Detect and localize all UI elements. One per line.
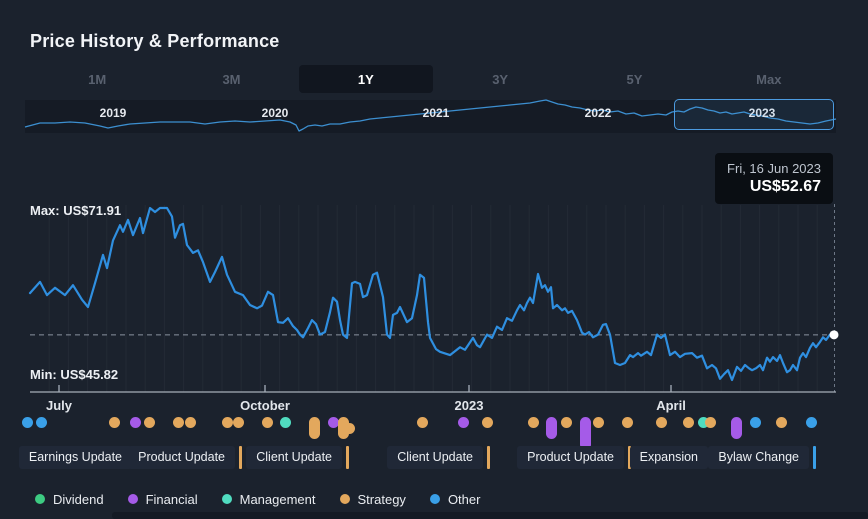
event-dot-strategy[interactable] xyxy=(655,417,667,428)
tab-max[interactable]: Max xyxy=(756,71,782,87)
event-dot-strategy[interactable] xyxy=(232,417,244,428)
horizontal-scrollbar[interactable] xyxy=(112,512,868,519)
price-tooltip: Fri, 16 Jun 2023 US$52.67 xyxy=(715,153,833,204)
tab-3y[interactable]: 3Y xyxy=(492,71,509,87)
x-axis-label-july: July xyxy=(45,398,73,413)
legend-item-strategy[interactable]: Strategy xyxy=(339,491,406,507)
legend-dot-strategy xyxy=(339,494,350,504)
page-title: Price History & Performance xyxy=(30,31,280,51)
mini-year-label: 2019 xyxy=(99,106,127,120)
event-dot-other[interactable] xyxy=(749,417,761,428)
event-flag-bar-other xyxy=(812,446,816,469)
legend-dot-other xyxy=(429,494,440,504)
event-dot-strategy[interactable] xyxy=(221,417,233,428)
max-price-label: Max: US$71.91 xyxy=(30,203,122,218)
event-dot-financial[interactable] xyxy=(730,417,742,439)
legend-item-financial[interactable]: Financial xyxy=(127,491,198,507)
legend-item-other[interactable]: Other xyxy=(429,491,481,507)
event-dot-strategy[interactable] xyxy=(172,417,184,428)
event-dot-strategy[interactable] xyxy=(184,417,196,428)
legend-dot-management xyxy=(221,494,232,504)
event-dot-other[interactable] xyxy=(21,417,33,428)
legend-label: Dividend xyxy=(53,491,104,507)
event-dot-other[interactable] xyxy=(35,417,47,428)
legend-dot-dividend xyxy=(35,494,45,504)
legend-dot-financial xyxy=(127,494,138,504)
event-dot-financial[interactable] xyxy=(129,417,141,428)
tooltip-date: Fri, 16 Jun 2023 xyxy=(727,161,821,176)
event-dot-strategy[interactable] xyxy=(775,417,787,428)
legend-item-management[interactable]: Management xyxy=(221,491,316,507)
event-flag-bar-strategy xyxy=(345,446,349,469)
x-axis-label-october: October xyxy=(240,398,290,413)
event-dot-strategy[interactable] xyxy=(308,417,320,439)
event-flag-bar-strategy xyxy=(486,446,490,469)
event-dot-strategy[interactable] xyxy=(261,417,273,428)
event-flag-product-update[interactable]: Product Update xyxy=(517,446,624,469)
event-flag-client-update[interactable]: Client Update xyxy=(246,446,342,469)
event-flag-expansion[interactable]: Expansion xyxy=(629,446,708,469)
tooltip-price: US$52.67 xyxy=(749,178,821,195)
event-dot-strategy[interactable] xyxy=(592,417,604,428)
legend-item-dividend[interactable]: Dividend xyxy=(35,492,104,507)
event-flag-bylaw-change[interactable]: Bylaw Change xyxy=(708,446,809,469)
event-dot-strategy[interactable] xyxy=(143,417,155,428)
x-axis-label-2023: 2023 xyxy=(454,398,484,413)
event-dot-strategy[interactable] xyxy=(621,417,633,428)
mini-year-label: 2020 xyxy=(261,106,289,120)
event-dot-strategy[interactable] xyxy=(704,417,716,428)
event-dot-strategy[interactable] xyxy=(481,417,493,428)
legend-label: Other xyxy=(447,491,481,507)
event-dot-strategy[interactable] xyxy=(527,417,539,428)
event-flag-bar-strategy xyxy=(627,446,631,469)
mini-year-label: 2021 xyxy=(422,106,450,120)
event-dot-financial[interactable] xyxy=(457,417,469,428)
tab-5y[interactable]: 5Y xyxy=(626,71,643,87)
event-dot-strategy[interactable] xyxy=(108,417,120,428)
event-flag-bar-strategy xyxy=(238,446,242,469)
mini-year-label: 2023 xyxy=(748,106,776,120)
mini-year-label: 2022 xyxy=(584,106,612,120)
x-axis-label-april: April xyxy=(656,398,686,413)
min-price-label: Min: US$45.82 xyxy=(30,367,119,382)
legend-label: Strategy xyxy=(357,491,406,507)
timeframe-tabs: 1M 3M 1Y 3Y 5Y Max xyxy=(30,65,836,93)
event-dot-financial[interactable] xyxy=(545,417,557,439)
legend-label: Management xyxy=(239,491,316,507)
event-dot-strategy[interactable] xyxy=(337,417,349,439)
event-flag-earnings-update[interactable]: Earnings Update xyxy=(18,446,132,469)
event-dot-other[interactable] xyxy=(805,417,817,428)
mini-chart-selection[interactable] xyxy=(674,99,834,130)
event-legend: Dividend Financial Management Strategy Other xyxy=(35,489,480,509)
event-dot-financial[interactable] xyxy=(327,417,339,428)
event-dot-management[interactable] xyxy=(697,417,709,428)
event-dot-strategy[interactable] xyxy=(343,423,355,434)
event-dot-financial[interactable] xyxy=(579,417,591,450)
event-flag-product-update[interactable]: Product Update xyxy=(128,446,235,469)
event-flag-client-update[interactable]: Client Update xyxy=(387,446,483,469)
tab-1m[interactable]: 1M xyxy=(88,71,107,87)
event-dot-strategy[interactable] xyxy=(560,417,572,428)
tab-3m[interactable]: 3M xyxy=(222,71,241,87)
event-dot-strategy[interactable] xyxy=(682,417,694,428)
tab-1y[interactable]: 1Y xyxy=(298,65,433,93)
legend-label: Financial xyxy=(145,491,198,507)
event-dot-strategy[interactable] xyxy=(416,417,428,428)
event-dot-management[interactable] xyxy=(279,417,291,428)
